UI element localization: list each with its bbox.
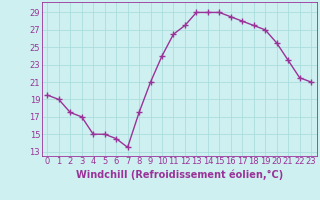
X-axis label: Windchill (Refroidissement éolien,°C): Windchill (Refroidissement éolien,°C)	[76, 169, 283, 180]
